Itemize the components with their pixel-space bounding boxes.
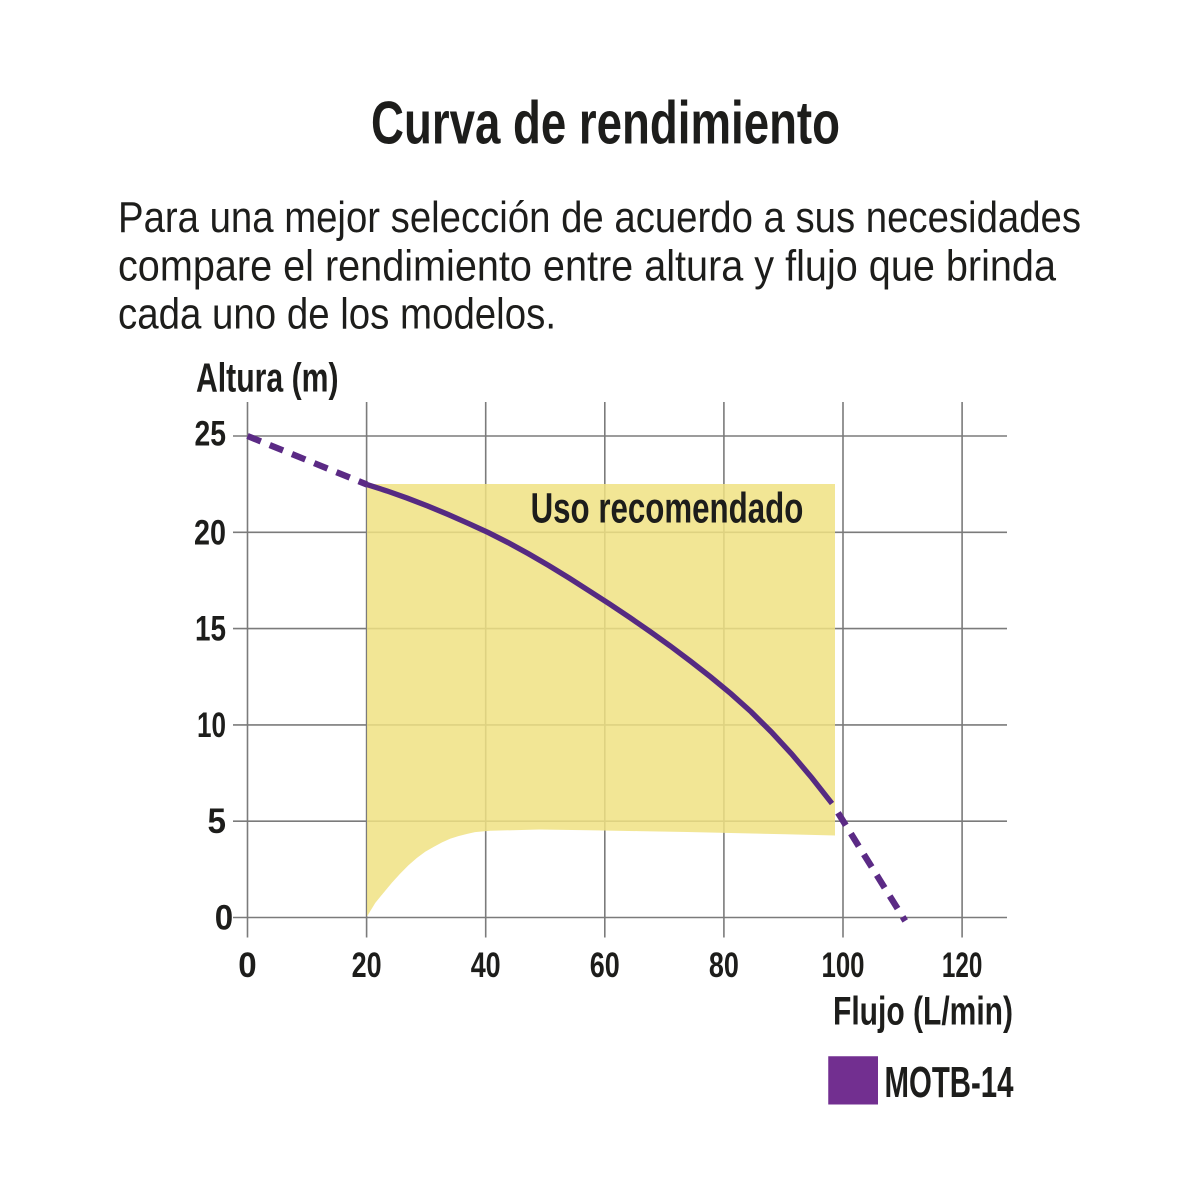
svg-text:15: 15 [195,609,226,649]
svg-text:0: 0 [238,945,256,985]
svg-text:compare el rendimiento entre a: compare el rendimiento entre altura y fl… [118,241,1056,290]
svg-text:Para una mejor selección de ac: Para una mejor selección de acuerdo a su… [118,193,1081,242]
svg-text:5: 5 [208,801,227,841]
svg-text:80: 80 [709,945,739,985]
svg-text:Altura (m): Altura (m) [196,355,339,401]
svg-text:MOTB-14: MOTB-14 [885,1059,1014,1107]
svg-text:0: 0 [215,898,233,938]
svg-text:60: 60 [590,945,620,985]
svg-text:20: 20 [352,945,382,985]
svg-text:cada uno de los modelos.: cada uno de los modelos. [118,290,556,339]
svg-text:Curva de rendimiento: Curva de rendimiento [371,89,840,157]
svg-text:10: 10 [197,705,226,745]
svg-text:100: 100 [822,945,865,985]
svg-text:Flujo (L/min): Flujo (L/min) [833,989,1013,1033]
svg-text:25: 25 [195,414,227,454]
svg-text:20: 20 [194,512,226,552]
svg-text:40: 40 [471,945,501,985]
svg-text:Uso recomendado: Uso recomendado [531,486,804,533]
svg-text:120: 120 [942,945,983,985]
